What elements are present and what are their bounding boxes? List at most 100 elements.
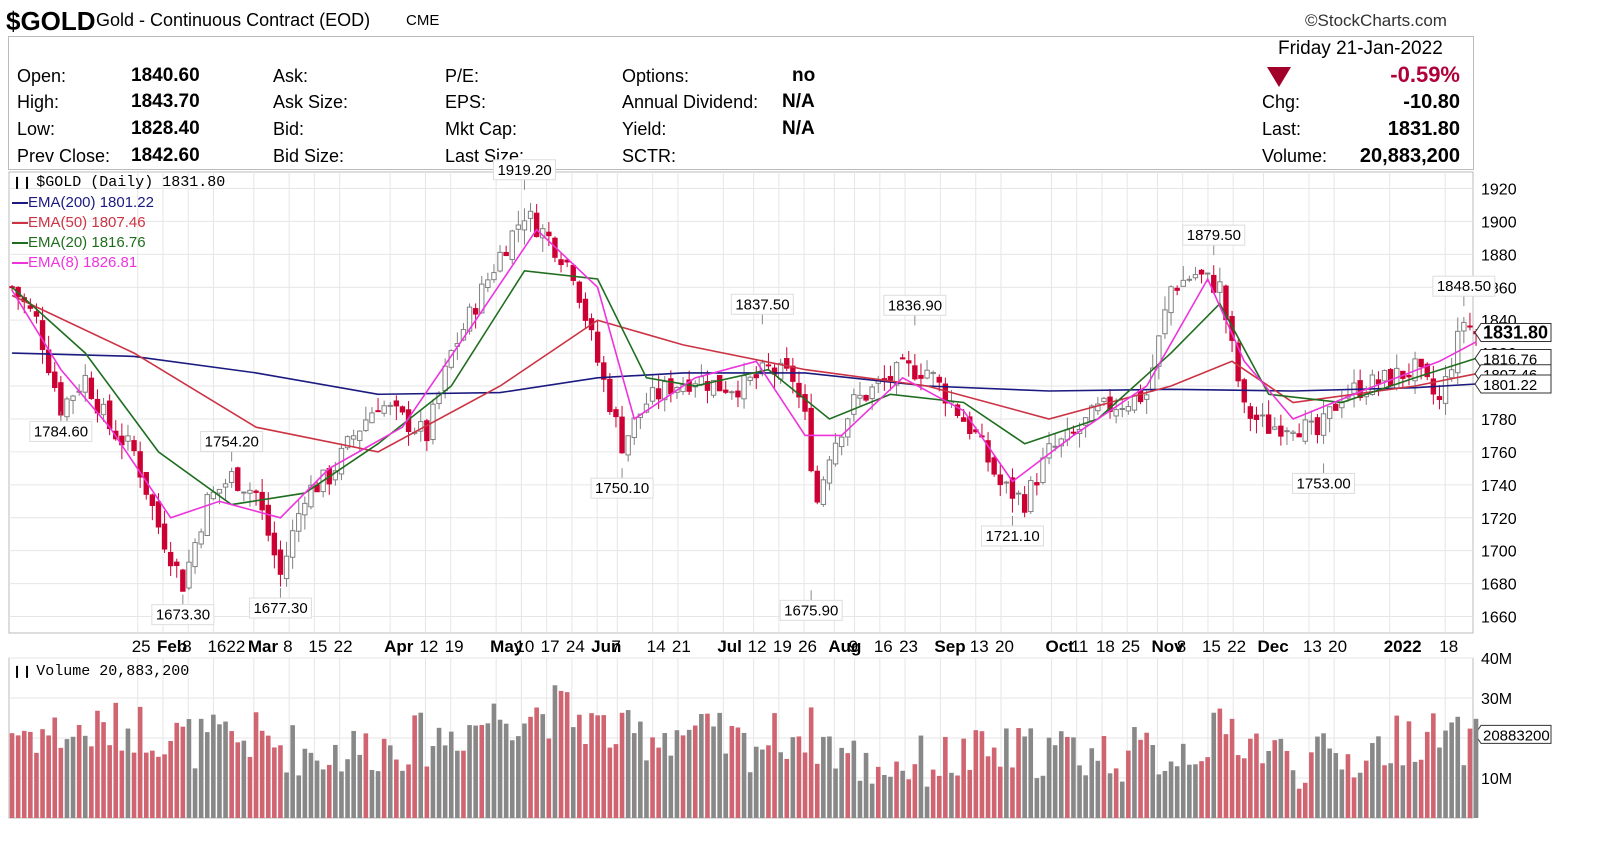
candle-body [241, 491, 247, 494]
candle-body [1308, 420, 1315, 423]
volume-bar [137, 706, 143, 818]
down-arrow-icon [1267, 67, 1291, 87]
exchange: CME [406, 12, 440, 29]
annotation-label: 1721.10 [985, 528, 1039, 545]
candle-body [1290, 431, 1296, 434]
volume-bar [1187, 764, 1192, 818]
volume-bar [790, 737, 796, 818]
volume-bar [418, 712, 424, 818]
volume-bar [223, 721, 228, 818]
volume-bar [1467, 728, 1473, 818]
volume-bar [455, 750, 460, 818]
volume-bar [1217, 708, 1223, 818]
volume-tick-label: 10M [1481, 771, 1512, 788]
volume-bar [1150, 744, 1156, 818]
candle-body [521, 220, 528, 231]
last-label: Last: [1262, 119, 1302, 139]
candle-body [302, 502, 308, 516]
volume-bar [589, 713, 594, 818]
candle-body [1424, 363, 1430, 378]
chg-value: -10.80 [1403, 91, 1460, 113]
volume-bar [967, 769, 973, 818]
candle-body [472, 308, 479, 315]
candle-body [289, 530, 296, 558]
volume-bar [760, 749, 765, 818]
candle-body [918, 374, 924, 379]
volume-bar [1412, 761, 1418, 818]
candle-body [802, 394, 808, 412]
volume-bar [1077, 765, 1082, 818]
volume-bar [387, 745, 393, 818]
candle-body [1082, 417, 1089, 426]
volume-bar [1418, 759, 1424, 818]
volume-bar [479, 725, 485, 818]
candle-body [204, 494, 210, 537]
candle-body [1156, 335, 1162, 367]
candle-body [613, 409, 619, 418]
candle-body [991, 457, 997, 475]
volume-tag-box [1474, 724, 1552, 744]
ema200-line [12, 352, 1477, 396]
volume-bar [1394, 715, 1400, 818]
candle-body [1101, 397, 1107, 402]
volume-bar [119, 750, 125, 818]
candle-body [954, 404, 961, 417]
candle-body [1302, 419, 1308, 442]
volume-bar [1199, 761, 1204, 818]
volume-bar [1089, 748, 1095, 818]
candle-body [39, 320, 46, 350]
volume-bar [1174, 766, 1180, 818]
candle-body [296, 513, 302, 532]
volume-value: 20,883,200 [1359, 145, 1460, 167]
volume-bar [351, 730, 356, 818]
volume-bar [766, 745, 771, 818]
candle-body [570, 264, 576, 281]
annotation-label: 1848.50 [1437, 278, 1491, 295]
volume-bar [15, 735, 21, 818]
price-tick-label: 1720 [1481, 511, 1517, 528]
candle-body [1095, 403, 1101, 412]
candle-body [1034, 482, 1040, 486]
date-tick-label: 22 [334, 637, 353, 656]
volume-bar [40, 729, 45, 818]
volume-bar [82, 735, 88, 818]
volume-bar [265, 735, 271, 818]
candle-body [887, 375, 894, 381]
annotation-box [151, 604, 215, 626]
volume-bar [625, 710, 631, 818]
candle-body [106, 400, 113, 430]
legend-volume-text: Volume 20,883,200 [36, 663, 190, 680]
symbol: $GOLD [6, 6, 96, 36]
annotation-box [883, 294, 947, 316]
volume-bar [28, 731, 33, 818]
volume-bar [253, 712, 259, 818]
candle-body [332, 470, 339, 481]
copyright[interactable]: ©StockCharts.com [1305, 11, 1447, 30]
candle-body [381, 405, 387, 414]
volume-bar [705, 713, 710, 818]
mkt-cap-label: Mkt Cap: [445, 119, 518, 139]
volume-bar [1376, 736, 1381, 818]
candle-body [497, 251, 503, 272]
candle-body [1253, 414, 1260, 420]
candle-body [796, 382, 802, 398]
sctr-label: SCTR: [622, 146, 676, 166]
volume-bar [326, 764, 332, 818]
date-tick-label: Jun [591, 637, 621, 656]
annotation-box [1182, 224, 1246, 246]
candle-body [308, 484, 314, 508]
date-tick-label: 20 [1328, 637, 1347, 656]
candle-body [747, 376, 753, 381]
volume-bar [473, 725, 478, 818]
candle-body [88, 377, 95, 400]
volume-bar [595, 715, 600, 818]
volume-bar [467, 725, 472, 818]
candle-body [491, 272, 497, 281]
annotation-label: 1753.00 [1297, 475, 1351, 492]
volume-bar [1272, 740, 1278, 818]
candle-body [631, 417, 637, 439]
volume-bar [290, 725, 295, 818]
candle-body [247, 489, 253, 494]
candle-body [863, 394, 869, 401]
